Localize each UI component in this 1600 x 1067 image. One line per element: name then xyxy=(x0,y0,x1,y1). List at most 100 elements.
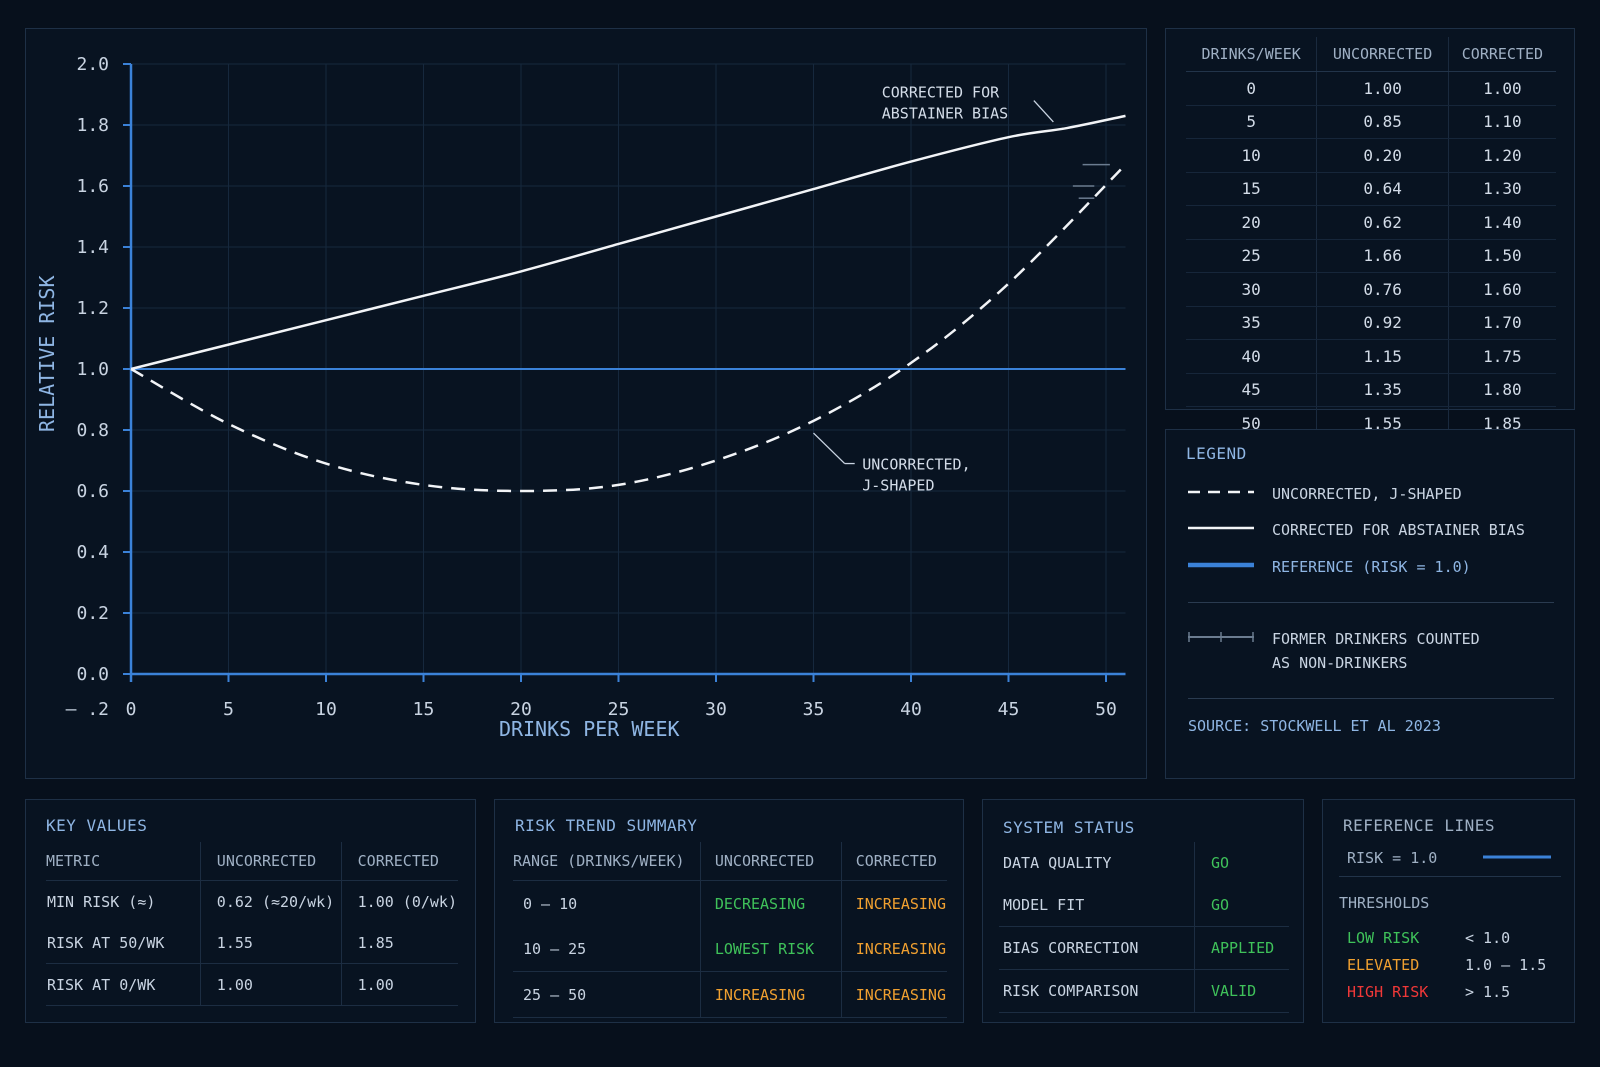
status-value: VALID xyxy=(1194,969,1289,1013)
legend-label-uncorrected: UNCORRECTED, J-SHAPED xyxy=(1272,485,1462,503)
y-tick-label: 2.0 xyxy=(76,54,109,75)
legend-label-reference: REFERENCE (RISK = 1.0) xyxy=(1272,558,1471,576)
table-row: 15 0.64 1.30 xyxy=(1186,172,1556,206)
status-row: BIAS CORRECTION APPLIED xyxy=(999,926,1289,970)
trend-cell-range: 10 – 25 xyxy=(513,926,701,972)
kv-cell-metric: MIN RISK (≈) xyxy=(46,880,201,922)
former-drinkers-line2: AS NON-DRINKERS xyxy=(1272,654,1408,672)
x-tick-label: 35 xyxy=(803,699,825,720)
legend-item-uncorrected: UNCORRECTED, J-SHAPED xyxy=(1188,485,1462,506)
thresholds-title: THRESHOLDS xyxy=(1339,894,1430,912)
solid-line-icon xyxy=(1188,526,1254,530)
risk-reference-label: RISK = 1.0 xyxy=(1347,849,1438,867)
cell-drinks: 5 xyxy=(1186,105,1318,139)
cell-corrected: 1.60 xyxy=(1448,272,1556,307)
cell-uncorrected: 0.85 xyxy=(1316,105,1449,139)
cell-corrected: 1.70 xyxy=(1448,306,1556,340)
trend-row: 0 – 10 DECREASING INCREASING xyxy=(513,880,947,926)
status-row: MODEL FIT GO xyxy=(999,884,1289,927)
risk-trend-table: RANGE (DRINKS/WEEK) UNCORRECTED CORRECTE… xyxy=(513,842,947,1018)
dashed-line-icon xyxy=(1188,490,1254,494)
former-drinkers-line1: FORMER DRINKERS COUNTED xyxy=(1272,630,1480,648)
kv-cell-metric: RISK AT 0/WK xyxy=(46,963,201,1006)
threshold-value: > 1.5 xyxy=(1465,983,1511,1001)
table-row: 20 0.62 1.40 xyxy=(1186,205,1556,240)
status-label: DATA QUALITY xyxy=(999,842,1195,884)
x-tick-label: 40 xyxy=(900,699,922,720)
x-tick-label: 45 xyxy=(998,699,1020,720)
chart-panel: 0 5 10 15 20 25 30 35 40 45 50 0.0 0.2 0.4 0.6 0.8 1.0 1.… xyxy=(25,28,1147,779)
legend-divider xyxy=(1188,602,1554,603)
cell-uncorrected: 0.64 xyxy=(1316,172,1449,206)
legend-label-former-drinkers: FORMER DRINKERS COUNTED AS NON-DRINKERS xyxy=(1272,627,1480,675)
trend-cell-uncorrected: INCREASING xyxy=(700,971,842,1018)
threshold-value: < 1.0 xyxy=(1465,929,1511,947)
reference-divider xyxy=(1339,876,1561,877)
status-row: RISK COMPARISON VALID xyxy=(999,969,1289,1013)
cell-drinks: 20 xyxy=(1186,205,1318,240)
status-label: BIAS CORRECTION xyxy=(999,926,1195,970)
key-values-table: METRIC UNCORRECTED CORRECTED MIN RISK (≈… xyxy=(46,842,458,1006)
annotation-text: CORRECTED FOR xyxy=(882,84,1000,102)
trend-cell-range: 0 – 10 xyxy=(513,880,701,926)
x-tick-label: 15 xyxy=(413,699,435,720)
threshold-label: LOW RISK xyxy=(1347,929,1420,947)
key-values-row: RISK AT 0/WK 1.00 1.00 xyxy=(46,963,458,1006)
cell-uncorrected: 0.20 xyxy=(1316,138,1449,173)
status-value: GO xyxy=(1211,854,1230,872)
x-tick-label: 0 xyxy=(126,699,137,720)
annotation-text: J-SHAPED xyxy=(862,477,934,495)
table-row: 30 0.76 1.60 xyxy=(1186,272,1556,307)
table-row: 5 0.85 1.10 xyxy=(1186,105,1556,139)
risk-data-table: DRINKS/WEEK UNCORRECTED CORRECTED 0 1.00 1… xyxy=(1186,37,1556,441)
cell-corrected: 1.10 xyxy=(1448,105,1556,139)
trend-header-uncorrected: UNCORRECTED xyxy=(700,842,842,881)
cell-drinks: 0 xyxy=(1186,71,1318,106)
table-row: 25 1.66 1.50 xyxy=(1186,239,1556,273)
y-tick-label: 1.0 xyxy=(76,359,109,380)
status-row: DATA QUALITY GO xyxy=(999,842,1289,884)
legend-label-corrected: CORRECTED FOR ABSTAINER BIAS xyxy=(1272,521,1525,539)
trend-header-row: RANGE (DRINKS/WEEK) UNCORRECTED CORRECTE… xyxy=(513,842,947,881)
y-tick-label: 0.6 xyxy=(76,481,109,502)
annotation-leader-line xyxy=(813,432,846,465)
trend-cell-uncorrected: DECREASING xyxy=(700,880,842,926)
series-line-corrected xyxy=(130,114,1126,371)
source-note: SOURCE: STOCKWELL ET AL 2023 xyxy=(1188,717,1441,735)
header-drinks: DRINKS/WEEK xyxy=(1186,37,1318,72)
cell-corrected: 1.80 xyxy=(1448,373,1556,407)
kv-cell-corrected: 1.00 (0/wk) xyxy=(357,892,457,911)
table-row: 45 1.35 1.80 xyxy=(1186,373,1556,407)
table-row: 10 0.20 1.20 xyxy=(1186,138,1556,173)
cell-corrected: 1.20 xyxy=(1448,138,1556,173)
cell-uncorrected: 0.76 xyxy=(1316,272,1449,307)
legend-item-corrected: CORRECTED FOR ABSTAINER BIAS xyxy=(1188,521,1525,542)
table-header-row: DRINKS/WEEK UNCORRECTED CORRECTED xyxy=(1186,37,1556,72)
annotation-leader-line xyxy=(1033,100,1054,123)
y-extra-tick-label: – .2 xyxy=(66,699,109,720)
key-values-title: KEY VALUES xyxy=(46,816,148,835)
trend-cell-range: 25 – 50 xyxy=(513,971,701,1018)
risk-trend-title: RISK TREND SUMMARY xyxy=(515,816,698,835)
kv-cell-uncorrected: 0.62 (≈20/wk) xyxy=(200,880,342,922)
legend-item-reference: REFERENCE (RISK = 1.0) xyxy=(1188,558,1471,579)
legend-title: LEGEND xyxy=(1186,444,1247,463)
reference-line-swatch xyxy=(1483,855,1551,859)
annotation-text: ABSTAINER BIAS xyxy=(882,105,1008,123)
kv-header-metric: METRIC xyxy=(46,842,201,881)
y-tick-label: 1.8 xyxy=(76,115,109,136)
blue-line-icon xyxy=(1188,562,1254,568)
system-status-title: SYSTEM STATUS xyxy=(1003,818,1135,837)
cell-uncorrected: 0.62 xyxy=(1316,205,1449,240)
x-axis-label: DRINKS PER WEEK xyxy=(499,717,680,741)
cell-drinks: 40 xyxy=(1186,339,1318,374)
kv-cell-corrected: 1.00 xyxy=(341,963,458,1006)
header-corrected: CORRECTED xyxy=(1448,37,1556,72)
cell-drinks: 45 xyxy=(1186,373,1318,407)
threshold-value: 1.0 – 1.5 xyxy=(1465,956,1547,974)
y-axis-label: RELATIVE RISK xyxy=(35,275,59,432)
cell-drinks: 30 xyxy=(1186,272,1318,307)
trend-cell-corrected: INCREASING xyxy=(855,894,946,913)
legend-panel: LEGEND UNCORRECTED, J-SHAPED CORRECTED F… xyxy=(1165,429,1575,779)
status-value: APPLIED xyxy=(1194,926,1289,970)
